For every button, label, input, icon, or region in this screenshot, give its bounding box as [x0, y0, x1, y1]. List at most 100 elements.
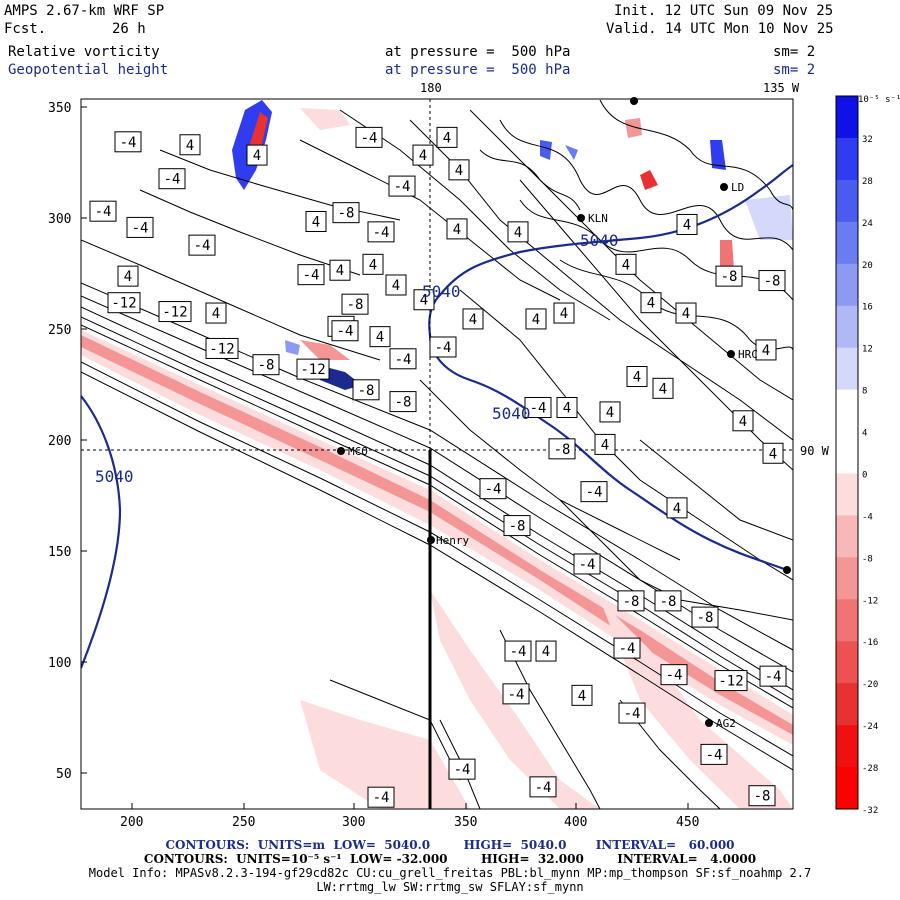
contour-value: 4 [739, 414, 747, 430]
contour-value-box-frame [524, 397, 552, 419]
contour-value: 4 [253, 148, 261, 164]
contour-value-box-frame [385, 274, 407, 296]
contour-value: 4 [606, 405, 614, 421]
contour-value-box-frame [188, 234, 216, 256]
contour-value-box: 4 [179, 134, 201, 156]
contour-value: 4 [336, 263, 344, 279]
station-label: HRC [738, 348, 758, 361]
contour-value-box: -4 [448, 758, 476, 780]
contour-value-box-frame [525, 308, 547, 330]
contour-value-box-frame [252, 354, 280, 376]
contour-value-box-frame [389, 348, 417, 370]
contour-value: -4 [485, 482, 502, 498]
contour-value: 4 [682, 306, 690, 322]
station-marker[interactable] [630, 97, 638, 105]
contour-value-box-frame [553, 302, 575, 324]
contour-value: 4 [212, 306, 220, 322]
contour-value-box: -4 [114, 131, 142, 153]
contour-value-box-frame [666, 497, 688, 519]
station-label: MCO [348, 445, 368, 458]
contour-value-box: 4 [755, 339, 777, 361]
y-axis: 50 100 150 200 250 300 350 [48, 101, 87, 782]
contour-value: 4 [455, 163, 463, 179]
contour-value-box: 4 [676, 213, 698, 235]
colorbar-tick: -12 [862, 596, 878, 606]
contour-value-box: -4 [89, 200, 117, 222]
footer-physics: LW:rrtmg_lw SW:rrtmg_sw SFLAY:sf_mynn [316, 880, 584, 894]
contour-value-box: 4 [652, 377, 674, 399]
contour-value-box: -4 [613, 637, 641, 659]
colorbar-segment [836, 179, 858, 223]
contour-value-box: -4 [502, 683, 530, 705]
contour-value: 4 [762, 343, 770, 359]
contour-value: -4 [624, 706, 641, 722]
contour-value-box: -8 [748, 785, 776, 807]
station-marker[interactable] [705, 719, 713, 727]
x-tick: 200 [120, 815, 143, 830]
contour-value: -4 [586, 485, 603, 501]
contour-value: 4 [647, 296, 655, 312]
station-marker[interactable] [783, 566, 791, 574]
contour-value-box-frame [297, 264, 325, 286]
forecast-hours: 26 h [112, 21, 146, 37]
contour-value-box: 4 [462, 308, 484, 330]
contour-value-box: -8 [332, 202, 360, 224]
colorbar-tick: 20 [862, 261, 873, 271]
contour-value-box: 4 [732, 410, 754, 432]
contour-value-box: -4 [389, 348, 417, 370]
contour-value: -4 [619, 641, 636, 657]
contour-value-box-frame [412, 144, 434, 166]
contour-value: -4 [535, 780, 552, 796]
footer-model-info: Model Info: MPASv8.2.3-194-gf29cd82c CU:… [88, 866, 812, 880]
height-label: 5040 [580, 231, 619, 250]
contour-value: 4 [124, 269, 132, 285]
contour-value: -12 [111, 296, 136, 312]
contour-value-box-frame [331, 320, 359, 342]
contour-value-box: 4 [362, 253, 384, 275]
contour-value-box: 4 [599, 401, 621, 423]
contour-value-box: -4 [660, 664, 688, 686]
contour-value: -4 [454, 762, 471, 778]
contour-value-box-frame [640, 292, 662, 314]
contour-value-box: -4 [529, 776, 557, 798]
contour-value-box: -4 [367, 221, 395, 243]
contour-value: 4 [532, 312, 540, 328]
contour-value: -4 [530, 401, 547, 417]
y-tick: 250 [48, 323, 71, 338]
colorbar-tick: -28 [862, 764, 878, 774]
contour-value-box: -4 [618, 702, 646, 724]
contour-value-box: -12 [107, 292, 141, 314]
colorbar-tick: 12 [862, 345, 873, 355]
contour-value-box-frame [126, 216, 154, 238]
station-marker[interactable] [727, 350, 735, 358]
contour-value: 4 [563, 401, 571, 417]
colorbar-segment [836, 96, 858, 139]
contour-value-box: 4 [436, 126, 458, 148]
contour-value-box: -12 [714, 670, 748, 692]
colorbar-segment [836, 431, 858, 474]
colorbar-segment [836, 305, 858, 349]
station-marker[interactable] [720, 183, 728, 191]
contour-value: -4 [373, 225, 390, 241]
contour-value: -8 [554, 442, 571, 458]
contour-value-box: -8 [548, 438, 576, 460]
contour-value: -8 [338, 206, 355, 222]
station-marker[interactable] [577, 214, 585, 222]
forecast-label: Fcst. [4, 21, 47, 37]
contour-value-box: -8 [654, 590, 682, 612]
contour-value-box: -4 [479, 478, 507, 500]
colorbar-tick: -8 [862, 554, 873, 564]
contour-value-box-frame [535, 640, 557, 662]
station-marker[interactable] [337, 447, 345, 455]
contour-value-box-frame [429, 336, 457, 358]
contour-value-box-frame [759, 665, 787, 687]
y-tick: 50 [56, 767, 72, 782]
contour-value-box: -4 [429, 336, 457, 358]
contour-value-box: 4 [666, 497, 688, 519]
contour-value-box: 4 [305, 211, 327, 233]
contour-value-box: -4 [388, 175, 416, 197]
contour-value-box: -8 [715, 265, 743, 287]
station-marker[interactable] [427, 536, 435, 544]
contour-value: -4 [337, 324, 354, 340]
